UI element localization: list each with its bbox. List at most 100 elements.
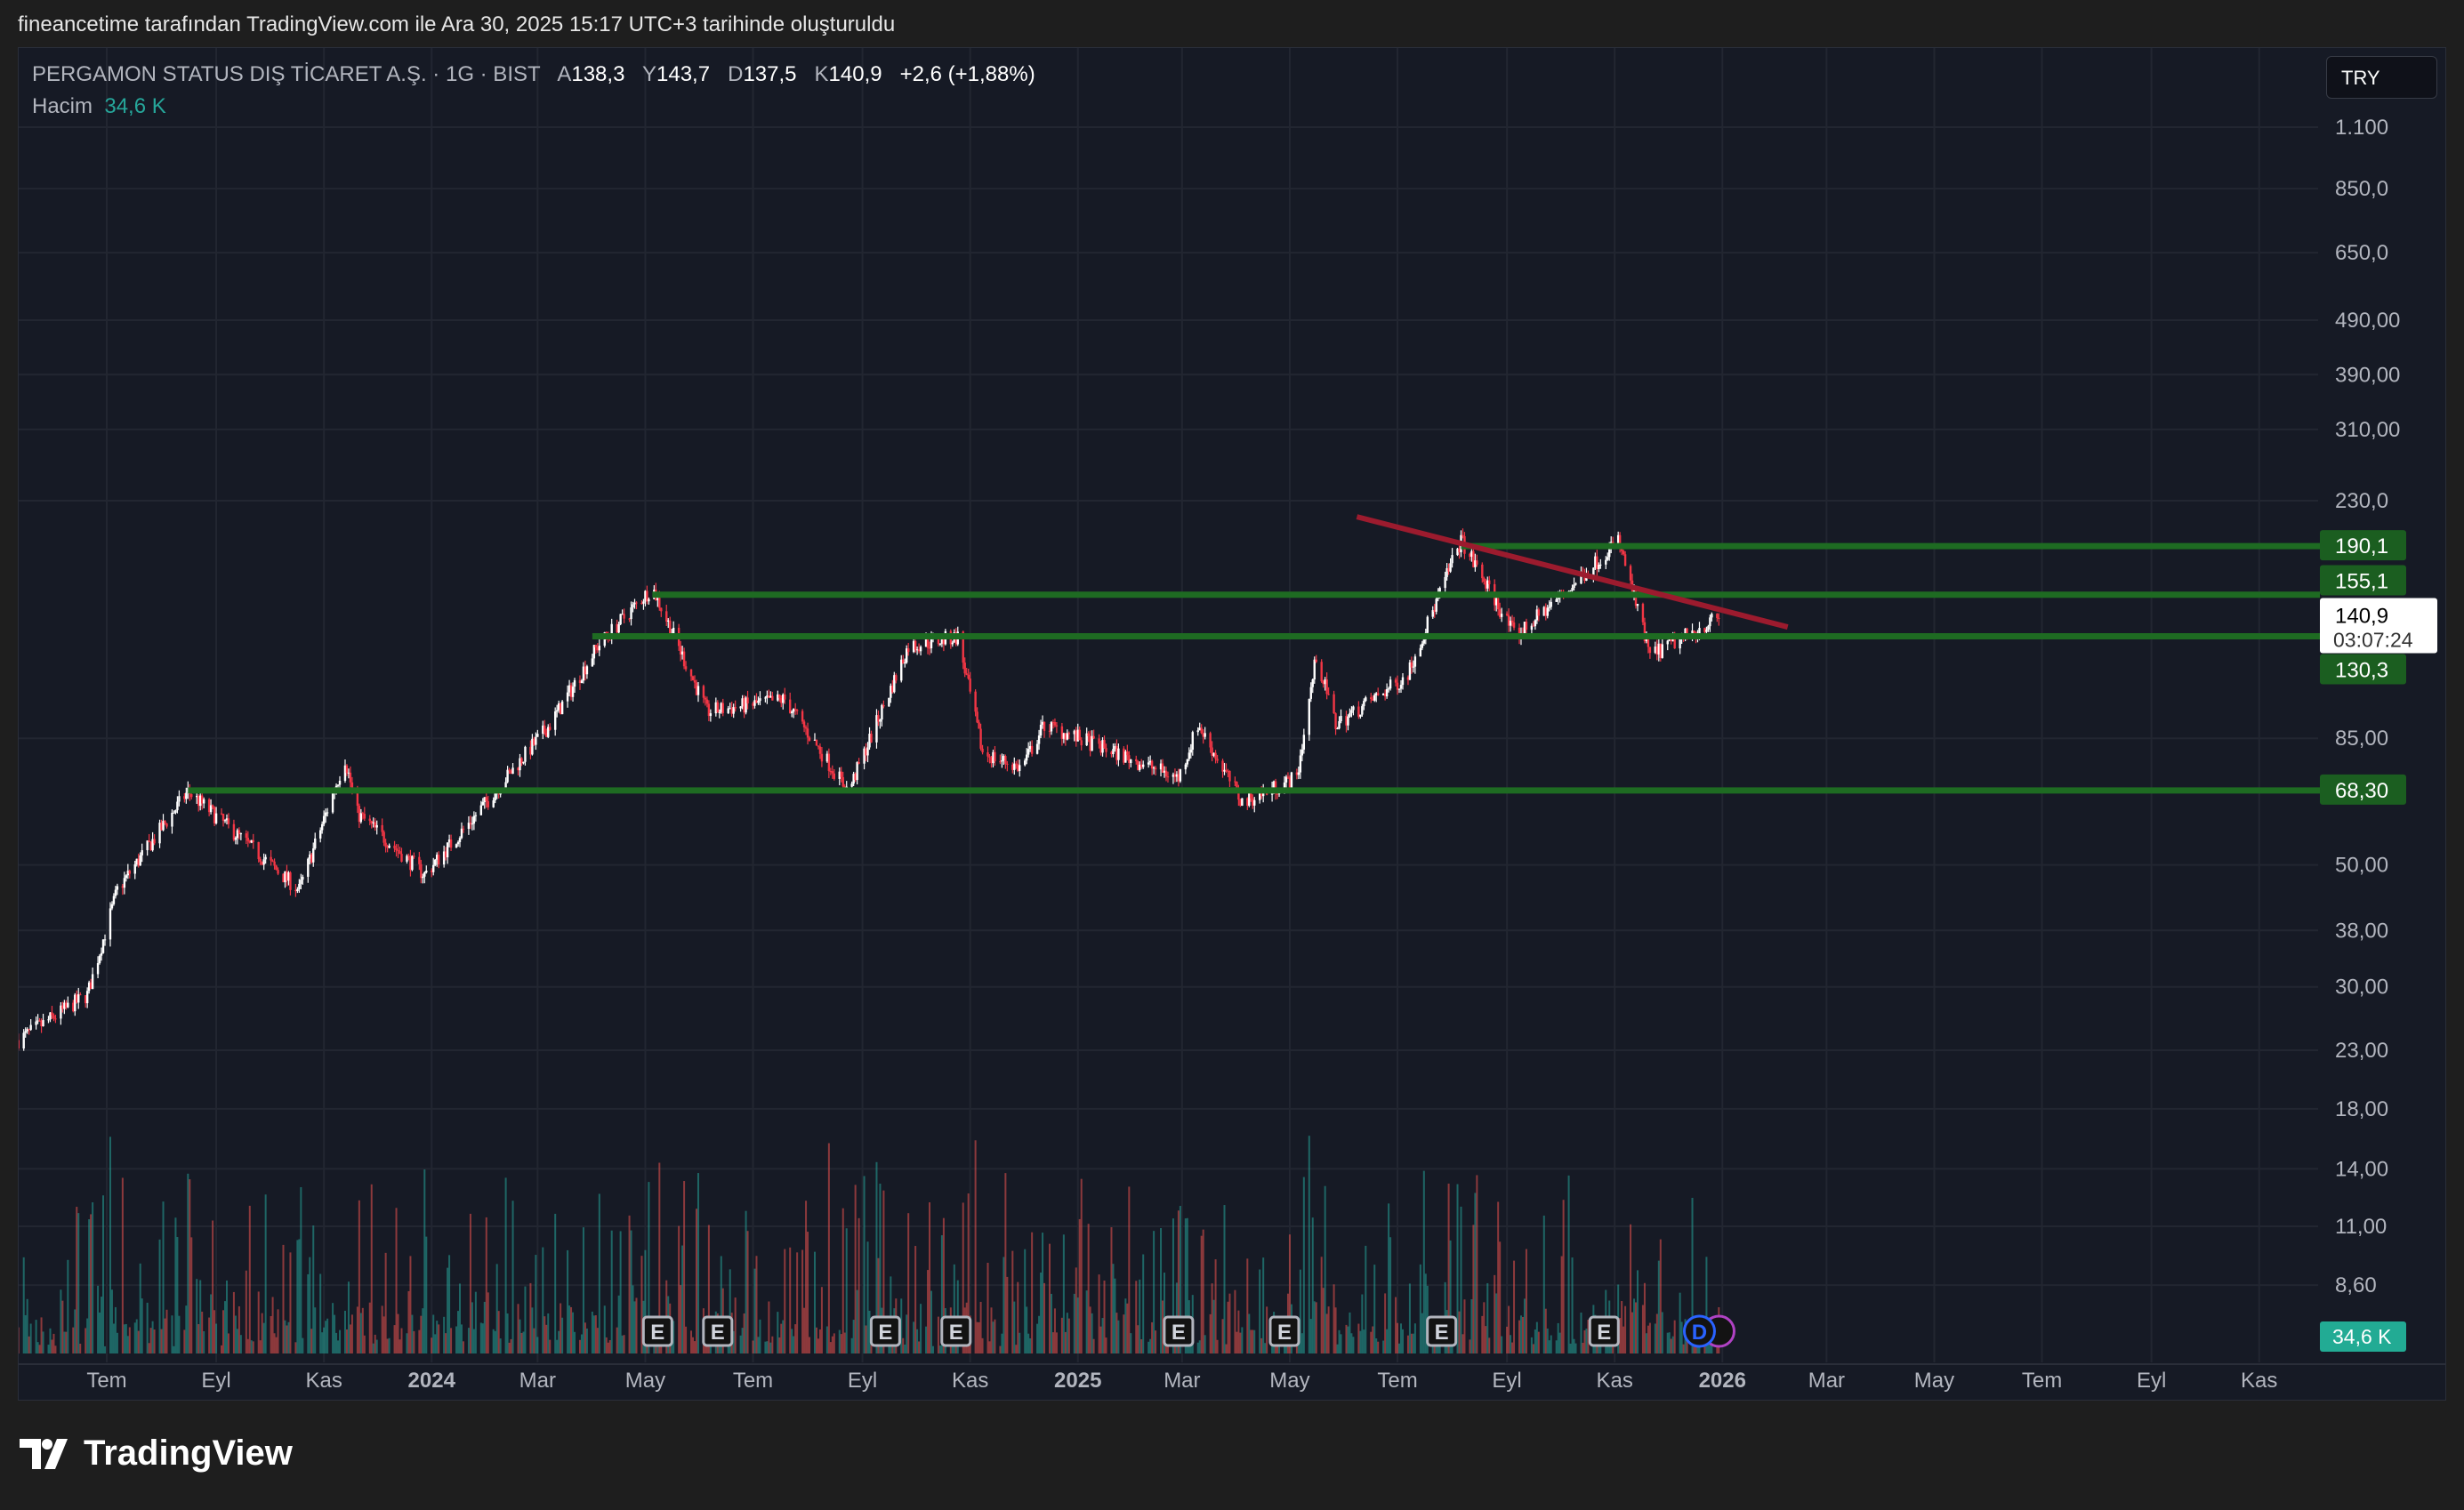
volume-bar	[171, 1315, 173, 1353]
candle-body	[1483, 578, 1486, 582]
volume-bar	[658, 1162, 661, 1353]
volume-bar	[1488, 1337, 1491, 1353]
candle-body	[769, 695, 772, 698]
candle-body	[635, 602, 638, 604]
candle-body	[407, 855, 410, 857]
candle-body	[72, 1002, 75, 1012]
volume-bar	[784, 1249, 786, 1353]
candle-body	[1236, 782, 1238, 788]
candle-body	[1198, 727, 1201, 731]
candle-body	[882, 704, 885, 707]
candle-body	[1089, 735, 1091, 751]
candle-body	[1212, 752, 1215, 756]
candle-body	[209, 805, 213, 813]
candle-body	[28, 1029, 30, 1031]
candle-body	[746, 697, 749, 703]
volume-bar	[1019, 1332, 1021, 1353]
candle-body	[399, 851, 401, 855]
volume-bar	[116, 1332, 118, 1353]
candle-body	[868, 734, 871, 748]
currency-button[interactable]: TRY	[2326, 56, 2437, 99]
volume-bar	[506, 1313, 509, 1353]
volume-bar	[1486, 1282, 1489, 1353]
candle-body	[434, 859, 437, 865]
candle-body	[938, 643, 942, 645]
candle-body	[1288, 777, 1292, 790]
volume-bar	[1419, 1264, 1421, 1353]
candle-body	[1001, 760, 1003, 762]
volume-bar	[520, 1332, 523, 1353]
volume-bar	[158, 1239, 161, 1353]
candle-body	[951, 642, 954, 645]
candle-body	[1605, 559, 1607, 565]
volume-bar	[979, 1301, 982, 1353]
volume-bar	[1525, 1249, 1527, 1353]
candle-body	[109, 908, 112, 940]
candle-body	[471, 823, 474, 825]
volume-bar	[183, 1329, 186, 1353]
candle-body	[397, 849, 399, 852]
candle-body	[1011, 764, 1014, 770]
candle-body	[406, 855, 408, 862]
candle-body	[1078, 729, 1081, 741]
candle-body	[35, 1021, 37, 1025]
volume-bar	[1313, 1301, 1316, 1353]
volume-bar	[759, 1319, 761, 1353]
volume-bar	[411, 1314, 414, 1353]
candle-body	[1670, 638, 1672, 642]
volume-bar	[621, 1335, 624, 1353]
candle-body	[1389, 679, 1392, 689]
candle-body	[999, 761, 1002, 763]
candle-body	[287, 872, 290, 881]
candle-body	[1507, 614, 1510, 626]
time-axis-label: Tem	[2022, 1369, 2062, 1393]
candle-body	[1028, 745, 1032, 750]
event-label: E	[711, 1321, 725, 1345]
volume-bar	[164, 1318, 166, 1353]
volume-bar	[522, 1331, 525, 1353]
candle-body	[310, 854, 313, 863]
candle-body	[1469, 553, 1471, 558]
candle-body	[895, 675, 898, 681]
candle-body	[1396, 682, 1399, 690]
volume-bar	[1040, 1272, 1043, 1353]
candle-body	[1397, 688, 1401, 690]
candle-body	[1179, 769, 1182, 782]
volume-bar	[1252, 1329, 1254, 1353]
candle-body	[79, 994, 82, 996]
candle-body	[1284, 776, 1288, 783]
volume-bar	[406, 1333, 408, 1353]
volume-bar	[232, 1291, 235, 1353]
volume-bar	[400, 1328, 403, 1353]
candle-body	[22, 1032, 25, 1049]
candle-body	[76, 994, 78, 1003]
candle-body	[19, 1040, 20, 1049]
tradingview-logo[interactable]: TradingView	[20, 1434, 293, 1474]
volume-bar	[1308, 1136, 1310, 1353]
symbol-name[interactable]: PERGAMON STATUS DIŞ TİCARET A.Ş. · 1G · …	[32, 62, 541, 86]
candle-body	[336, 784, 340, 786]
candle-body	[679, 646, 682, 655]
volume-bar	[683, 1181, 686, 1353]
volume-bar	[805, 1201, 808, 1353]
volume-bar	[1633, 1298, 1636, 1353]
candle-body	[277, 870, 279, 874]
volume-bar	[1336, 1344, 1339, 1353]
volume-bar	[386, 1338, 389, 1353]
low-label: D	[728, 62, 744, 86]
candle-body	[1019, 765, 1021, 771]
volume-bar	[1221, 1319, 1224, 1353]
volume-bar	[556, 1339, 559, 1353]
candle-body	[784, 694, 786, 700]
candle-body	[850, 783, 853, 787]
bar-countdown: 03:07:24	[2333, 629, 2413, 652]
candle-body	[926, 638, 930, 648]
candle-body	[1444, 576, 1446, 589]
volume-bar	[1278, 1340, 1281, 1353]
candle-body	[1066, 733, 1069, 740]
volume-bar	[753, 1268, 756, 1353]
price-axis-label: 30,00	[2335, 976, 2388, 1000]
candle-body	[680, 651, 684, 655]
trendline	[1356, 514, 1789, 630]
